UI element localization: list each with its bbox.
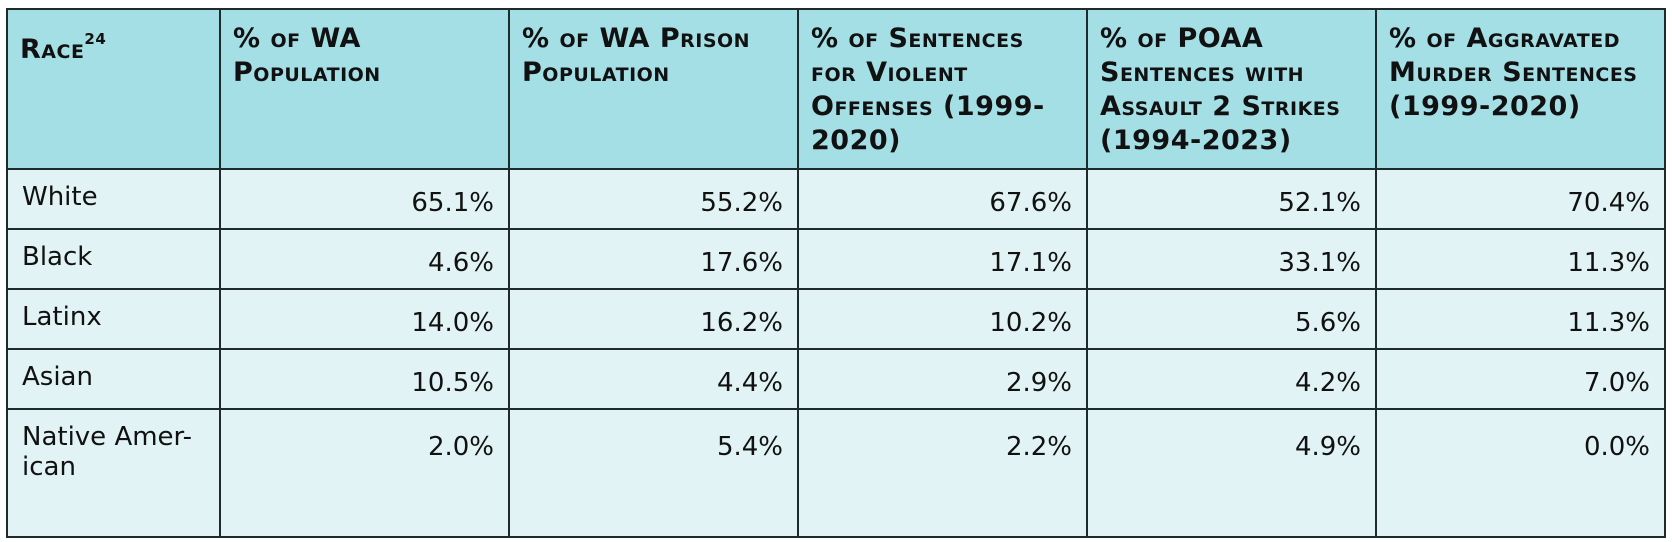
value-cell: 16.2%: [508, 288, 799, 350]
header-race: Race24: [6, 8, 221, 170]
header-violent-offense-sentences: % of Sentences for Violent Offenses (199…: [797, 8, 1088, 170]
value-cell: 10.2%: [797, 288, 1088, 350]
header-wa-population: % of WA Population: [219, 8, 510, 170]
value-cell: 17.1%: [797, 228, 1088, 290]
table-row: Asian 10.5% 4.4% 2.9% 4.2% 7.0%: [6, 348, 1666, 410]
value-cell: 4.2%: [1086, 348, 1377, 410]
table-row: Native Amer- ican 2.0% 5.4% 2.2% 4.9% 0.…: [6, 408, 1666, 538]
header-race-label: Race: [20, 34, 85, 65]
footnote-reference: 24: [84, 30, 107, 48]
header-aggravated-murder-sentences: % of Aggravated Murder Sentences (1999-2…: [1375, 8, 1666, 170]
race-cell: Latinx: [6, 288, 221, 350]
header-wa-prison-population: % of WA Prison Population: [508, 8, 799, 170]
race-statistics-table: Race24 % of WA Population % of WA Prison…: [6, 8, 1666, 538]
race-cell: White: [6, 168, 221, 230]
race-cell: Native Amer- ican: [6, 408, 221, 538]
value-cell: 0.0%: [1375, 408, 1666, 538]
race-cell: Black: [6, 228, 221, 290]
value-cell: 52.1%: [1086, 168, 1377, 230]
value-cell: 2.9%: [797, 348, 1088, 410]
table-row: Black 4.6% 17.6% 17.1% 33.1% 11.3%: [6, 228, 1666, 290]
value-cell: 4.6%: [219, 228, 510, 290]
value-cell: 17.6%: [508, 228, 799, 290]
value-cell: 33.1%: [1086, 228, 1377, 290]
value-cell: 11.3%: [1375, 228, 1666, 290]
value-cell: 2.0%: [219, 408, 510, 538]
value-cell: 10.5%: [219, 348, 510, 410]
table-row: White 65.1% 55.2% 67.6% 52.1% 70.4%: [6, 168, 1666, 230]
value-cell: 65.1%: [219, 168, 510, 230]
table-header-row: Race24 % of WA Population % of WA Prison…: [6, 8, 1666, 170]
value-cell: 4.9%: [1086, 408, 1377, 538]
value-cell: 2.2%: [797, 408, 1088, 538]
header-poaa-assault2-sentences: % of POAA Sentences with Assault 2 Strik…: [1086, 8, 1377, 170]
table-row: Latinx 14.0% 16.2% 10.2% 5.6% 11.3%: [6, 288, 1666, 350]
value-cell: 11.3%: [1375, 288, 1666, 350]
value-cell: 5.4%: [508, 408, 799, 538]
value-cell: 4.4%: [508, 348, 799, 410]
race-statistics-table-container: Race24 % of WA Population % of WA Prison…: [6, 8, 1666, 538]
value-cell: 55.2%: [508, 168, 799, 230]
value-cell: 7.0%: [1375, 348, 1666, 410]
value-cell: 67.6%: [797, 168, 1088, 230]
value-cell: 70.4%: [1375, 168, 1666, 230]
value-cell: 14.0%: [219, 288, 510, 350]
race-cell: Asian: [6, 348, 221, 410]
value-cell: 5.6%: [1086, 288, 1377, 350]
